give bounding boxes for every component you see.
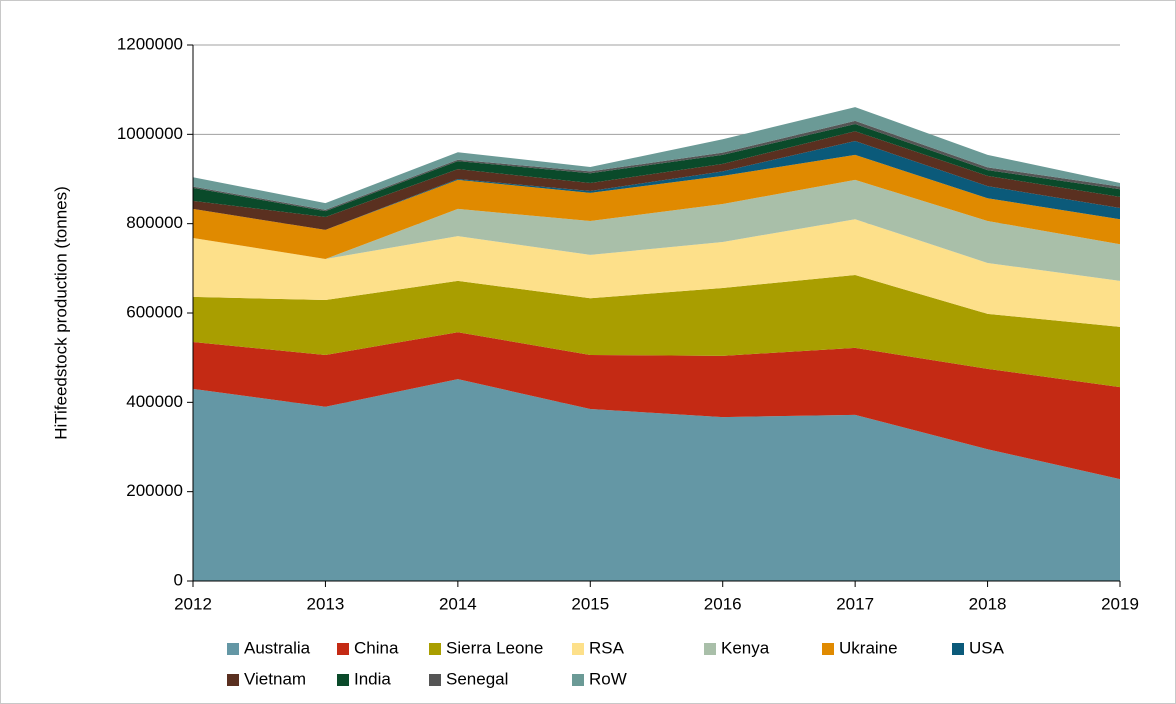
area: [193, 179, 1120, 281]
area: [193, 219, 1120, 327]
y-tick-label: 1000000: [117, 124, 183, 143]
x-tick-label: 2012: [174, 594, 212, 613]
x-tick-label: 2019: [1101, 594, 1139, 613]
legend-label: RSA: [589, 638, 625, 657]
area: [193, 332, 1120, 480]
y-tick-label: 0: [174, 570, 183, 589]
legend-swatch: [704, 643, 716, 655]
legend-label: Vietnam: [244, 669, 306, 688]
area: [193, 379, 1120, 581]
legend-label: Senegal: [446, 669, 508, 688]
y-tick-label: 1200000: [117, 34, 183, 53]
legend-label: India: [354, 669, 391, 688]
y-tick-label: 800000: [126, 213, 183, 232]
x-tick-label: 2013: [307, 594, 345, 613]
y-tick-label: 600000: [126, 302, 183, 321]
legend-swatch: [572, 674, 584, 686]
legend-swatch: [337, 674, 349, 686]
legend-swatch: [227, 643, 239, 655]
legend-label: Australia: [244, 638, 311, 657]
legend-label: Sierra Leone: [446, 638, 543, 657]
legend-swatch: [952, 643, 964, 655]
area: [193, 124, 1120, 217]
legend-swatch: [227, 674, 239, 686]
legend-label: Kenya: [721, 638, 770, 657]
legend-label: RoW: [589, 669, 627, 688]
legend-swatch: [429, 674, 441, 686]
legend-swatch: [429, 643, 441, 655]
legend-swatch: [572, 643, 584, 655]
x-tick-label: 2016: [704, 594, 742, 613]
legend-label: USA: [969, 638, 1005, 657]
legend-swatch: [822, 643, 834, 655]
y-tick-label: 400000: [126, 392, 183, 411]
y-axis-label: HiTifeedstock production (tonnes): [51, 186, 70, 440]
x-tick-label: 2014: [439, 594, 477, 613]
legend-label: Ukraine: [839, 638, 898, 657]
y-tick-label: 200000: [126, 481, 183, 500]
area: [193, 154, 1120, 259]
x-tick-label: 2018: [969, 594, 1007, 613]
area: [193, 107, 1120, 210]
x-tick-label: 2015: [571, 594, 609, 613]
legend-label: China: [354, 638, 399, 657]
x-tick-label: 2017: [836, 594, 874, 613]
area: [193, 141, 1120, 230]
area: [193, 131, 1120, 230]
legend-swatch: [337, 643, 349, 655]
area: [193, 275, 1120, 388]
